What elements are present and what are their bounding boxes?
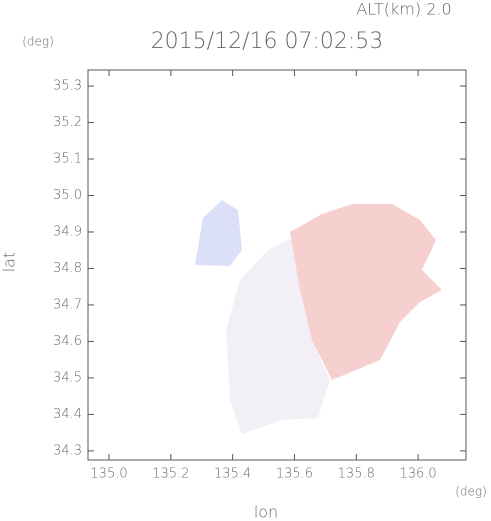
y-tick-label: 34.9: [53, 224, 82, 239]
x-tick-label: 135.8: [338, 467, 375, 482]
chart-title: 2015/12/16 07:02:53: [151, 29, 384, 54]
y-tick-label: 34.8: [53, 261, 82, 276]
y-axis-label: lat: [0, 252, 19, 273]
y-tick-label: 34.6: [53, 334, 82, 349]
echo-field: [195, 200, 442, 434]
plot-frame: [87, 69, 467, 461]
x-tick-label: 136.0: [399, 467, 436, 482]
y-tick-label: 35.3: [53, 79, 82, 94]
x-tick-label: 135.0: [90, 467, 127, 482]
x-axis-label: lon: [254, 503, 278, 521]
y-tick-label: 34.4: [53, 407, 82, 422]
y-tick-label: 35.2: [53, 115, 82, 130]
x-tick-label: 135.2: [152, 467, 189, 482]
echo-pink: [290, 204, 442, 380]
altitude-label: ALT(km) 2.0: [356, 0, 451, 19]
x-tick-label: 135.4: [214, 467, 251, 482]
y-tick-label: 35.1: [53, 152, 82, 167]
echo-blue: [195, 200, 242, 266]
x-unit: (deg): [455, 485, 487, 499]
y-tick-label: 34.3: [53, 443, 82, 458]
y-tick-label: 34.5: [53, 370, 82, 385]
echo-mixed: [226, 238, 330, 434]
x-tick-label: 135.6: [276, 467, 313, 482]
y-unit: (deg): [22, 35, 54, 49]
y-tick-label: 34.7: [53, 297, 82, 312]
y-tick-label: 35.0: [53, 188, 82, 203]
